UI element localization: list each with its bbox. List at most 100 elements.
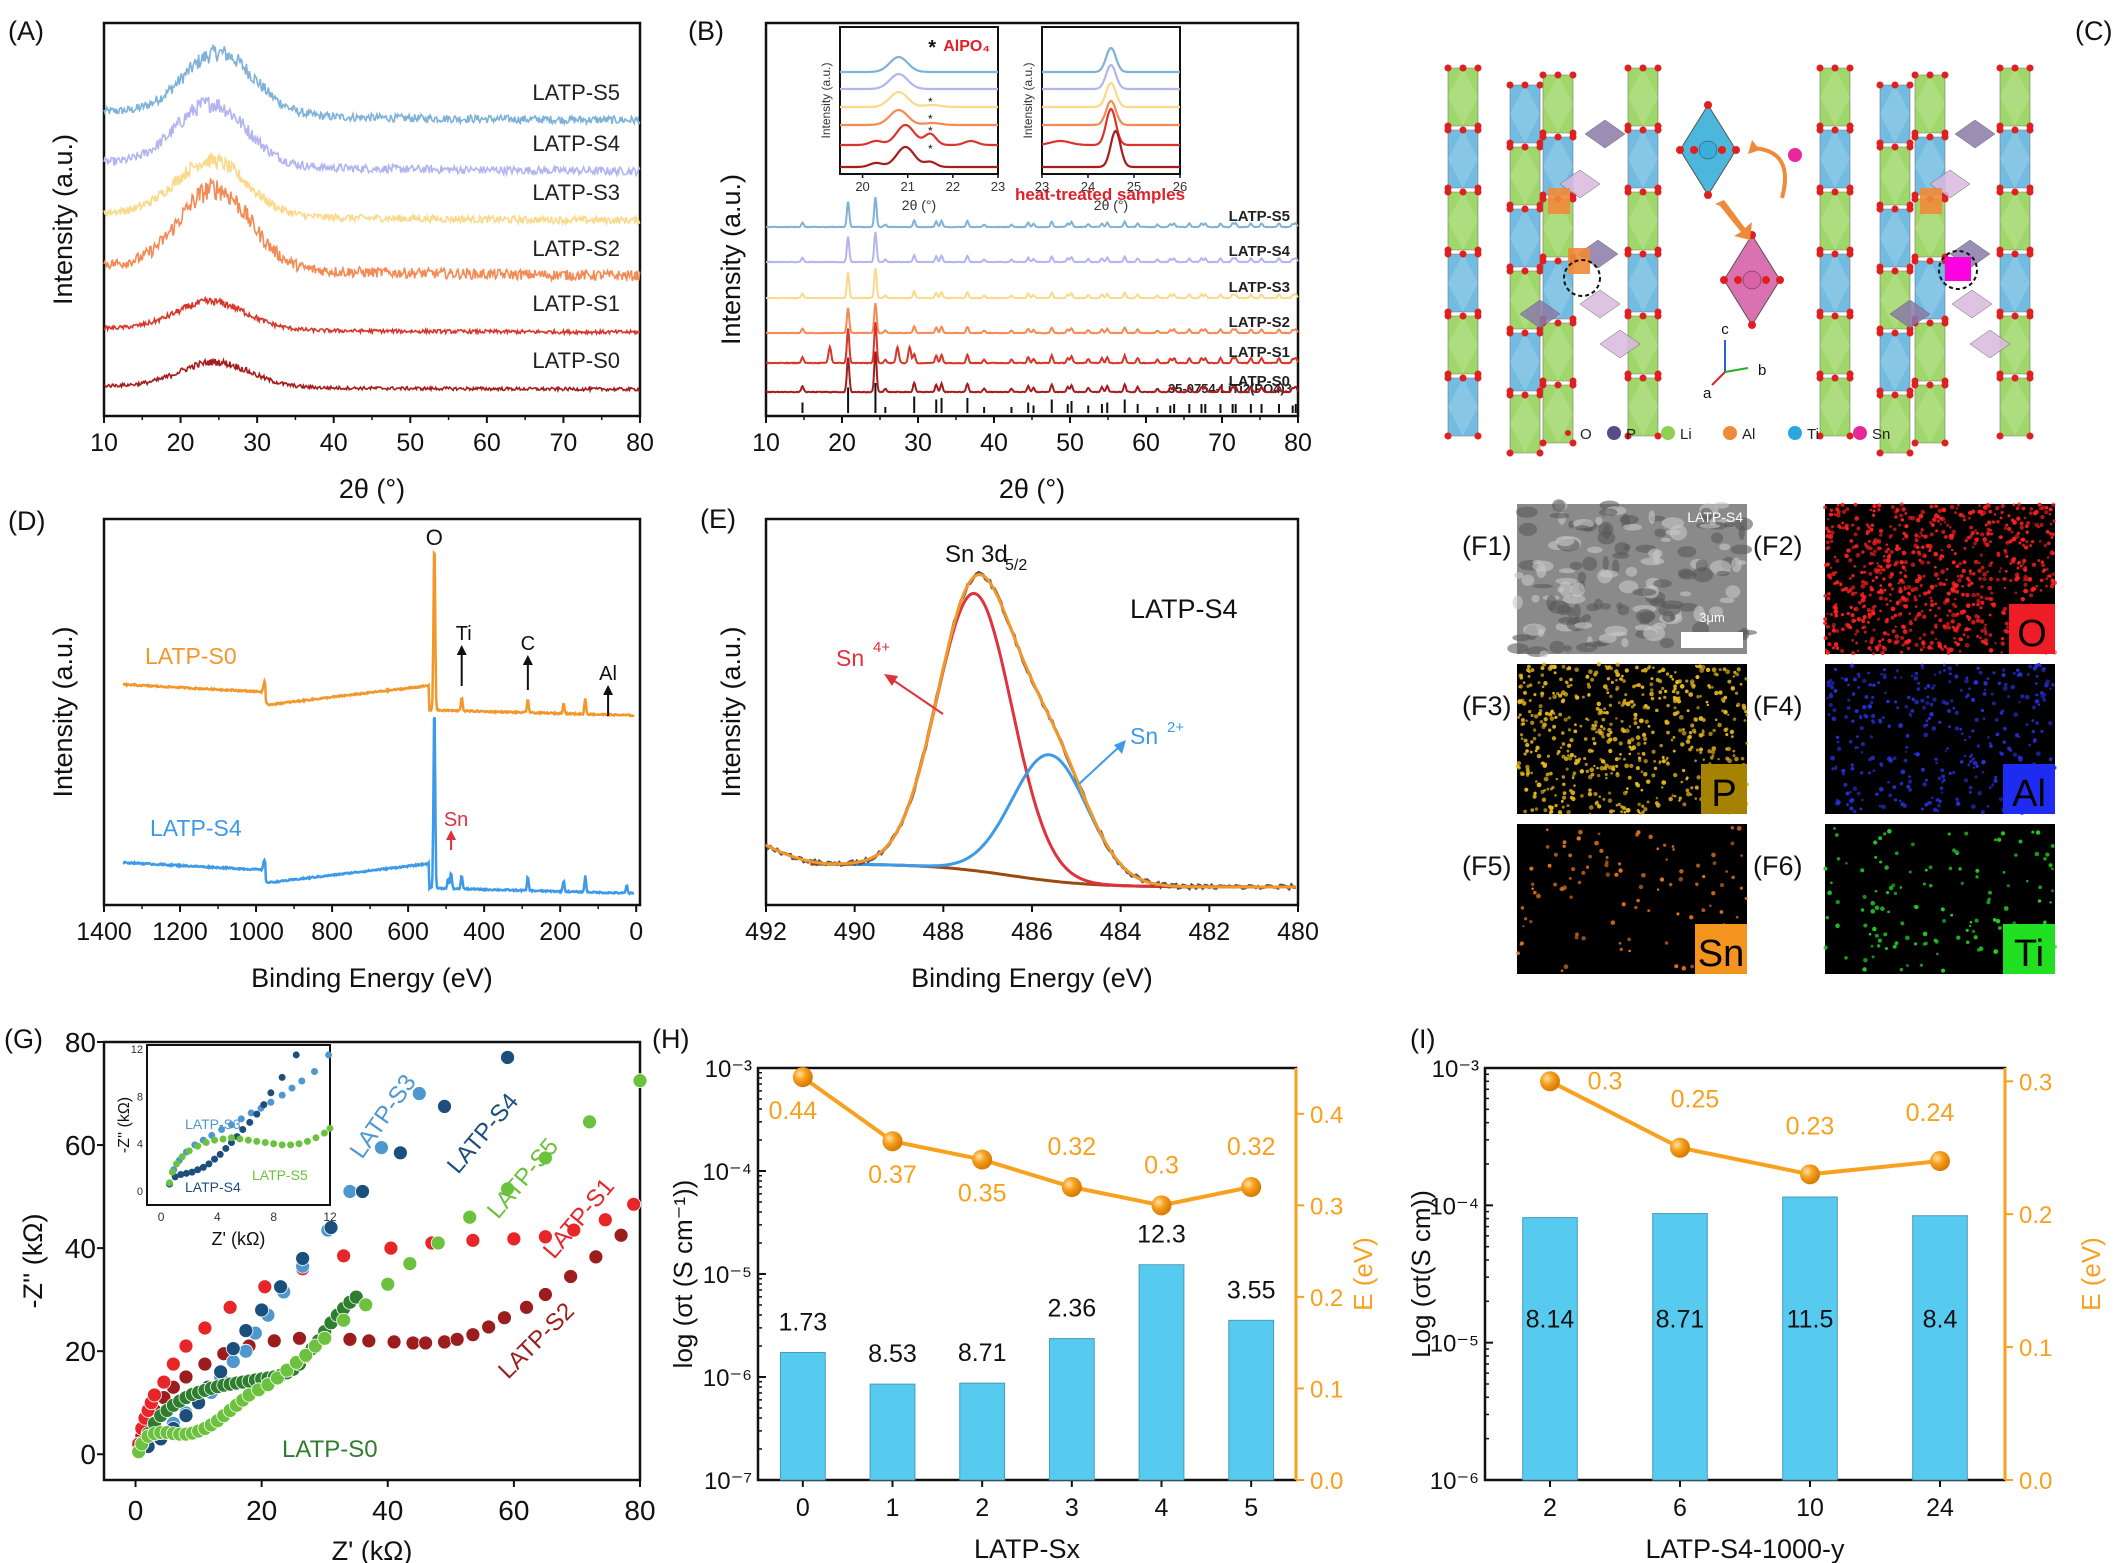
eds-dot: [1979, 636, 1982, 640]
eds-dot: [1574, 758, 1578, 762]
panel-label-f4: (F4): [1753, 691, 1803, 721]
eds-dot: [1833, 667, 1838, 672]
oxygen-atom: [1911, 439, 1919, 447]
eds-dot: [1531, 887, 1534, 891]
eds-dot: [1659, 743, 1663, 748]
inset-point-latp-s4: [260, 1101, 268, 1109]
eds-dot: [1902, 537, 1905, 541]
panel-label-c: (C): [2075, 16, 2112, 46]
sem-grain: [1711, 532, 1724, 544]
eds-dot: [2035, 721, 2039, 725]
eds-dot: [1832, 708, 1837, 713]
oxygen-atom: [1816, 312, 1824, 320]
eds-dot: [1636, 742, 1641, 747]
eds-dot: [1935, 504, 1939, 508]
x-tick-label: 20: [828, 429, 856, 457]
oxygen-atom: [1654, 64, 1662, 72]
axis-label-a: a: [1703, 385, 1712, 402]
eds-dot: [2045, 852, 2050, 857]
eds-dot: [1643, 772, 1648, 777]
eds-dot: [1603, 711, 1606, 714]
eds-dot: [1887, 781, 1890, 784]
eds-dot: [1879, 763, 1884, 768]
eds-dot: [1994, 641, 1997, 645]
sem-grain: [1539, 650, 1549, 658]
eds-dot: [1596, 773, 1601, 778]
eds-dot: [1598, 708, 1603, 713]
activation-energy-point: [1800, 1164, 1820, 1185]
eds-dot: [1864, 640, 1868, 643]
eds-dot: [1636, 725, 1640, 729]
central-atom: [1698, 140, 1718, 160]
oxygen-atom: [1996, 312, 2004, 320]
energy-value-label: 0.35: [958, 1180, 1007, 1208]
eds-dot: [1671, 794, 1675, 798]
eds-dot: [1938, 581, 1944, 587]
eds-dot: [1823, 505, 1827, 510]
eds-dot: [1980, 585, 1984, 589]
eds-dot: [1519, 942, 1523, 946]
eds-dot: [1681, 768, 1686, 773]
eds-dot: [1665, 858, 1668, 861]
eds-dot: [1940, 516, 1946, 522]
eds-dot: [1835, 735, 1840, 739]
polyhedron-facet: [1820, 316, 1850, 374]
oxygen-atom: [2026, 374, 2034, 382]
annotation-heat-treated: heat-treated samples: [1015, 185, 1185, 204]
eds-dot: [1889, 525, 1893, 528]
eds-dot: [1537, 711, 1542, 716]
eds-dot: [1949, 504, 1955, 510]
eds-dot: [1686, 791, 1691, 797]
eds-dot: [2039, 691, 2044, 695]
polyhedron-facet: [1448, 192, 1478, 250]
x-tick-label: 492: [745, 918, 787, 946]
eds-dot: [1560, 969, 1564, 973]
sem-grain: [1600, 603, 1611, 610]
eds-dot: [1690, 723, 1695, 728]
eds-dot: [1899, 571, 1903, 575]
eds-dot: [1543, 808, 1548, 813]
bar-value-label: 3.55: [1227, 1276, 1276, 1304]
eds-dot: [1977, 568, 1982, 574]
eds-dot: [1692, 683, 1696, 688]
polyhedron-facet: [1510, 85, 1540, 143]
x-tick-label: 40: [372, 1495, 403, 1526]
plot-frame: [102, 517, 642, 907]
eds-dot: [1568, 853, 1573, 858]
polyhedron-facet: [1448, 378, 1478, 436]
eds-dot: [1870, 944, 1874, 948]
phosphate-tetrahedron: [1519, 299, 1561, 329]
eds-dot: [2025, 524, 2029, 529]
eds-dot: [1546, 787, 1550, 791]
eds-dot: [1948, 725, 1952, 729]
eds-dot: [1995, 505, 2000, 511]
eds-dot: [1581, 695, 1585, 699]
eds-dot: [1991, 783, 1995, 787]
eds-dot: [1892, 785, 1897, 790]
eds-dot: [1552, 724, 1557, 729]
sample-label: LATP-S4: [1130, 594, 1238, 624]
x-tick-label: 20: [167, 429, 195, 457]
eds-dot: [1978, 504, 1981, 508]
y2-axis-label: E (eV): [1348, 1237, 1378, 1311]
eds-dot: [1965, 603, 1971, 608]
eds-dot: [1520, 737, 1524, 740]
eds-dot: [1884, 597, 1888, 601]
sem-grain: [1677, 568, 1693, 578]
eds-dot: [1648, 834, 1653, 840]
asterisk-marker: *: [928, 112, 933, 126]
oxygen-atom: [1846, 64, 1854, 72]
x-axis-label: Binding Energy (eV): [911, 963, 1153, 993]
panel-label-b: (B): [688, 16, 724, 46]
eds-dot: [1975, 875, 1979, 879]
eds-dot: [1561, 775, 1566, 779]
eds-dot: [2005, 523, 2009, 527]
bar-2: [1522, 1217, 1578, 1481]
eds-dot: [1604, 664, 1608, 668]
eds-dot: [1877, 508, 1881, 512]
eds-dot: [1969, 759, 1973, 764]
eds-dot: [2016, 673, 2020, 678]
eds-dot: [1971, 602, 1976, 607]
eds-dot: [1694, 664, 1698, 668]
eds-dot: [1671, 678, 1675, 681]
